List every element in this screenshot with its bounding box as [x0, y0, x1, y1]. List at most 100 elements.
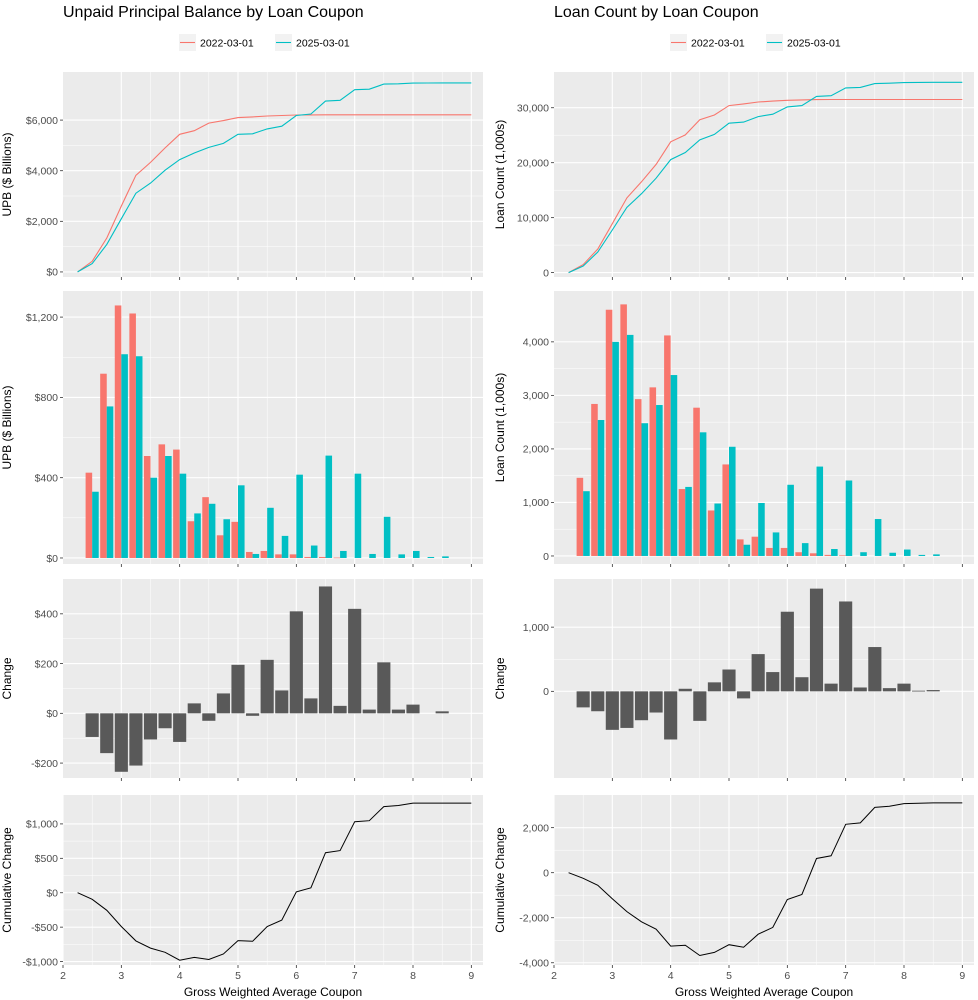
y-tick-label: 20,000 [517, 157, 549, 169]
chart-panel-upb_cum: $0 $2,000 $4,000 $6,000 UPB ($ Billions) Unpa… [0, 4, 483, 280]
x-tick-label: 4 [177, 970, 183, 982]
bar-2025-03-01 [442, 556, 449, 558]
legend-label: 2025-03-01 [296, 38, 350, 50]
series-line-2022-03-01 [568, 98, 963, 274]
change-bar [576, 691, 590, 708]
bar-2022-03-01 [649, 387, 657, 556]
x-tick-label: 7 [843, 970, 849, 982]
bar-2022-03-01 [260, 550, 268, 558]
bar-2022-03-01 [143, 456, 151, 558]
bar-2022-03-01 [129, 313, 136, 558]
bar-2025-03-01 [699, 432, 707, 556]
legend: 2022-03-01 2025-03-01 [179, 34, 350, 51]
change-bar [187, 703, 201, 714]
bar-2025-03-01 [772, 532, 780, 556]
x-tick-label: 3 [609, 970, 615, 982]
y-tick-label: $0 [46, 267, 58, 279]
y-tick-label: 0 [543, 686, 549, 698]
change-bar [605, 691, 619, 730]
y-tick-label: -$200 [31, 758, 58, 770]
y-tick-label: $200 [35, 658, 59, 670]
y-tick-label: 3,000 [523, 390, 549, 402]
x-tick-label: 8 [410, 970, 416, 982]
y-tick-label: $500 [35, 853, 59, 865]
bar-2022-03-01 [318, 556, 326, 558]
legend-label: 2025-03-01 [787, 38, 841, 50]
bar-2022-03-01 [246, 551, 253, 558]
legend: 2022-03-01 2025-03-01 [670, 34, 841, 51]
bar-2022-03-01 [766, 547, 773, 556]
change-bar [304, 698, 318, 714]
change-bar [406, 704, 420, 714]
bar-2025-03-01 [831, 549, 838, 556]
y-axis-title: Loan Count (1,000s) [493, 373, 507, 482]
y-tick-label: 0 [543, 267, 549, 279]
change-bar [100, 713, 114, 754]
bar-2022-03-01 [634, 399, 642, 556]
bar-2022-03-01 [275, 554, 282, 558]
change-bar [289, 611, 303, 714]
change-bar [678, 688, 692, 692]
bar-2025-03-01 [641, 423, 649, 556]
change-bar [912, 690, 926, 692]
change-bar [348, 608, 362, 714]
change-bar [897, 683, 911, 692]
bar-2025-03-01 [816, 466, 824, 556]
change-bar [824, 683, 838, 692]
change-bar [435, 711, 449, 714]
x-tick-label: 5 [235, 970, 241, 982]
change-bar [766, 672, 780, 692]
bar-2025-03-01 [354, 473, 362, 558]
bar-2022-03-01 [737, 539, 744, 556]
bar-2025-03-01 [150, 477, 158, 558]
y-tick-label: -$1,000 [22, 956, 58, 968]
bar-2025-03-01 [583, 491, 590, 556]
x-tick-label: 9 [468, 970, 474, 982]
x-tick-label: 2 [551, 970, 557, 982]
x-axis-title: Gross Weighted Average Coupon [675, 985, 853, 999]
bar-2025-03-01 [670, 375, 678, 556]
bar-2025-03-01 [165, 456, 172, 558]
y-tick-label: -4,000 [519, 958, 549, 970]
bar-2025-03-01 [135, 356, 143, 558]
bar-2025-03-01 [383, 516, 391, 558]
chart-panel-upb_dist: $0 $400 $800 $1,200 UPB ($ Billions) [0, 291, 483, 567]
bar-2022-03-01 [591, 403, 598, 556]
chart-panel-cnt_cum: 0 10,000 20,000 30,000 Loan Count (1,000s) Lo… [493, 4, 974, 280]
bar-2025-03-01 [729, 446, 736, 556]
change-bar [926, 690, 940, 692]
y-axis-title: UPB ($ Billions) [0, 132, 14, 216]
bar-2022-03-01 [216, 535, 224, 558]
bar-2025-03-01 [281, 535, 289, 558]
y-axis-title: UPB ($ Billions) [0, 385, 14, 469]
change-bar [795, 677, 809, 692]
change-bar [809, 588, 824, 692]
y-tick-label: $400 [35, 609, 59, 621]
change-bar [333, 705, 347, 714]
y-tick-label: 2,000 [523, 444, 549, 456]
bar-2025-03-01 [267, 507, 274, 558]
bar-2025-03-01 [106, 406, 114, 558]
change-bar [649, 691, 663, 713]
change-bar [318, 586, 333, 714]
chart-title: Loan Count by Loan Coupon [554, 4, 759, 21]
bar-2025-03-01 [121, 354, 128, 558]
bar-2025-03-01 [597, 420, 605, 556]
y-tick-label: $6,000 [26, 115, 58, 127]
change-bar [216, 693, 230, 714]
y-tick-label: 10,000 [517, 212, 549, 224]
bar-2022-03-01 [839, 555, 846, 557]
bar-2022-03-01 [809, 553, 817, 556]
bar-2025-03-01 [398, 554, 405, 558]
change-bar [362, 709, 376, 714]
x-tick-label: 9 [959, 970, 965, 982]
bar-2022-03-01 [751, 536, 759, 556]
legend-label: 2022-03-01 [691, 38, 745, 50]
chart-panel-cnt_dist: 0 1,000 2,000 3,000 4,000 Loan Count (1,000s) [493, 291, 974, 567]
bar-2022-03-01 [707, 510, 715, 556]
y-tick-label: -$500 [31, 922, 58, 934]
panel-background [554, 795, 974, 965]
change-bar [158, 713, 172, 729]
bar-2025-03-01 [758, 502, 765, 556]
